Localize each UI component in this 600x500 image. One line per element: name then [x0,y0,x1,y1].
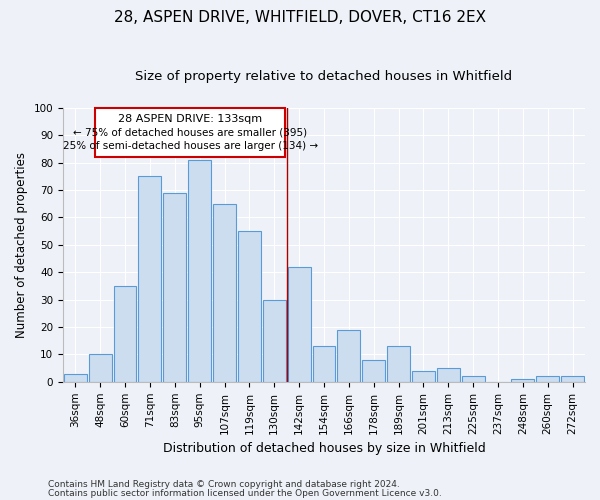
FancyBboxPatch shape [95,108,286,157]
Bar [362,360,385,382]
Title: Size of property relative to detached houses in Whitfield: Size of property relative to detached ho… [136,70,512,83]
Bar [461,376,485,382]
Bar [139,176,161,382]
Bar [263,300,286,382]
Bar [64,374,87,382]
Bar [188,160,211,382]
Text: ← 75% of detached houses are smaller (395): ← 75% of detached houses are smaller (39… [73,128,307,138]
Text: 28 ASPEN DRIVE: 133sqm: 28 ASPEN DRIVE: 133sqm [118,114,262,124]
Text: Contains public sector information licensed under the Open Government Licence v3: Contains public sector information licen… [48,489,442,498]
Bar [89,354,112,382]
Bar [238,231,261,382]
Bar [287,266,311,382]
Bar [213,204,236,382]
Bar [387,346,410,382]
Y-axis label: Number of detached properties: Number of detached properties [15,152,28,338]
Bar [511,379,534,382]
Bar [313,346,335,382]
Text: 28, ASPEN DRIVE, WHITFIELD, DOVER, CT16 2EX: 28, ASPEN DRIVE, WHITFIELD, DOVER, CT16 … [114,10,486,25]
Bar [163,192,186,382]
Bar [113,286,136,382]
Text: 25% of semi-detached houses are larger (134) →: 25% of semi-detached houses are larger (… [63,142,318,152]
Bar [337,330,360,382]
Bar [412,371,435,382]
Text: Contains HM Land Registry data © Crown copyright and database right 2024.: Contains HM Land Registry data © Crown c… [48,480,400,489]
Bar [561,376,584,382]
X-axis label: Distribution of detached houses by size in Whitfield: Distribution of detached houses by size … [163,442,485,455]
Bar [437,368,460,382]
Bar [536,376,559,382]
